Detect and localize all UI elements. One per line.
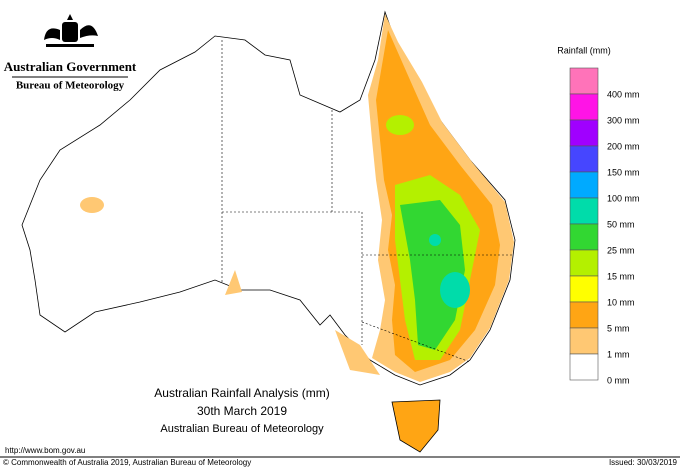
legend-label: 150 mm bbox=[607, 167, 640, 177]
legend-title: Rainfall (mm) bbox=[557, 45, 611, 55]
rain-1mm bbox=[225, 270, 242, 295]
legend-swatch bbox=[569, 93, 599, 121]
url: http://www.bom.gov.au bbox=[5, 446, 85, 455]
title: Australian Rainfall Analysis (mm) bbox=[154, 386, 329, 400]
agency: Australian Government bbox=[4, 59, 137, 74]
legend-swatch bbox=[569, 119, 599, 147]
legend-swatch bbox=[569, 67, 599, 95]
legend-label: 50 mm bbox=[607, 219, 635, 229]
legend-swatch bbox=[569, 327, 599, 355]
legend-swatch bbox=[569, 249, 599, 277]
copyright: © Commonwealth of Australia 2019, Austra… bbox=[3, 458, 251, 467]
legend-swatch bbox=[569, 171, 599, 199]
legend: 400 mm 300 mm 200 mm 150 mm 100 mm 50 mm 25 mm… bbox=[569, 67, 640, 385]
legend-swatch bbox=[569, 301, 599, 329]
legend-label: 100 mm bbox=[607, 193, 640, 203]
legend-swatch bbox=[569, 145, 599, 173]
bureau: Bureau of Meteorology bbox=[16, 80, 125, 92]
legend-label: 400 mm bbox=[607, 89, 640, 99]
legend-label: 25 mm bbox=[607, 245, 635, 255]
legend-swatch bbox=[569, 353, 599, 381]
state-borders bbox=[221, 40, 512, 363]
legend-label: 0 mm bbox=[607, 375, 630, 385]
legend-label: 5 mm bbox=[607, 323, 630, 333]
rain-1mm bbox=[335, 330, 380, 375]
date: 30th March 2019 bbox=[197, 404, 287, 418]
issued: Issued: 30/03/2019 bbox=[609, 458, 678, 467]
tasmania bbox=[391, 399, 441, 453]
legend-swatch bbox=[569, 197, 599, 225]
legend-label: 300 mm bbox=[607, 115, 640, 125]
rain-50mm bbox=[429, 234, 441, 246]
legend-label: 200 mm bbox=[607, 141, 640, 151]
legend-label: 10 mm bbox=[607, 297, 635, 307]
legend-swatch bbox=[569, 223, 599, 251]
subtitle: Australian Bureau of Meteorology bbox=[160, 423, 324, 435]
rain-50mm bbox=[440, 272, 470, 308]
legend-swatch bbox=[569, 275, 599, 303]
legend-label: 15 mm bbox=[607, 271, 635, 281]
rain-25mm bbox=[400, 200, 465, 350]
legend-label: 1 mm bbox=[607, 349, 630, 359]
rain-1mm bbox=[80, 197, 104, 213]
rain-15mm bbox=[386, 115, 414, 135]
crest bbox=[44, 14, 98, 47]
